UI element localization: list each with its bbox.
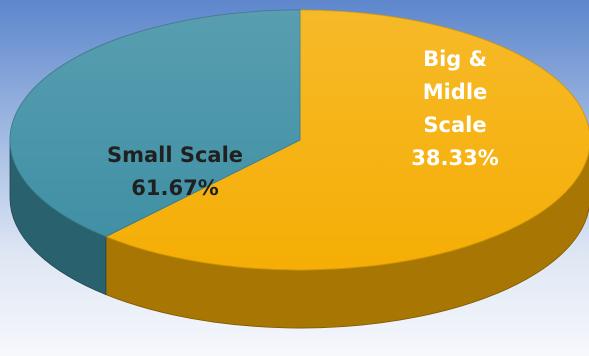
pie-slice-label-1: Big & Midle Scale 38.33% [411,47,498,170]
pie-slice-name: Small Scale [107,143,243,167]
pie-slice-name: Big & [423,47,487,71]
pie-top-shine [10,10,589,270]
pie-slice-name: Midle [423,80,488,104]
pie-slice-percent: 38.33% [411,146,498,170]
pie-slice-name: Scale [423,113,486,137]
pie-slice-percent: 61.67% [131,176,218,200]
pie-slice-label-0: Small Scale 61.67% [107,143,243,200]
